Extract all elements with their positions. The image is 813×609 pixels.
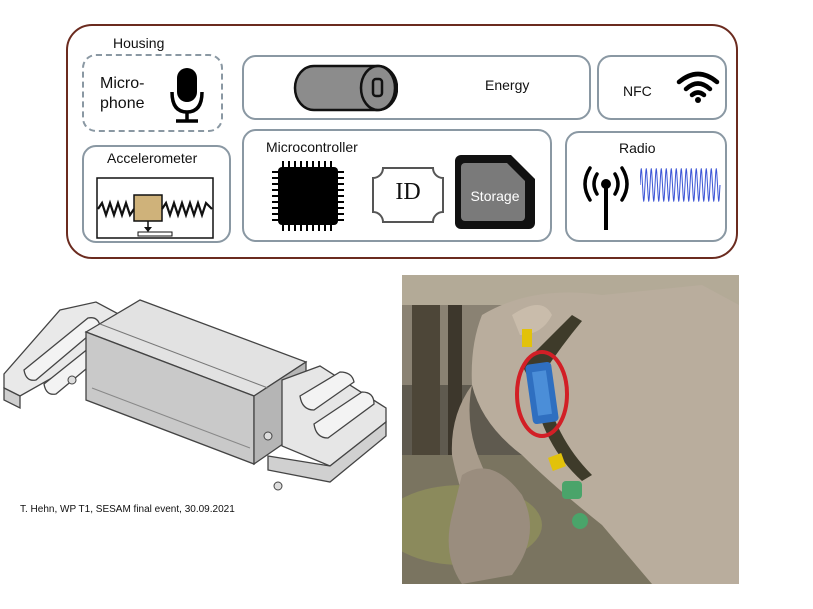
sensor-node-diagram [66, 24, 738, 259]
microphone-box [82, 54, 223, 132]
cow-photo [402, 275, 739, 584]
microphone-label-line2: phone [100, 95, 145, 112]
microphone-label: Micro- phone [100, 74, 145, 114]
microcontroller-label: Microcontroller [266, 139, 358, 155]
accelerometer-label: Accelerometer [107, 150, 198, 166]
energy-label: Energy [485, 77, 530, 93]
wifi-icon [676, 70, 720, 104]
storage-card-icon [453, 153, 537, 231]
chip-icon [270, 160, 346, 232]
microphone-icon [168, 66, 206, 124]
id-label: ID [395, 179, 421, 205]
id-badge-icon [371, 166, 445, 224]
spring-mass-icon [96, 177, 214, 239]
housing-label: Housing [113, 35, 165, 51]
nfc-label: NFC [623, 83, 652, 99]
housing-3d-render [0, 296, 395, 496]
microphone-label-line1: Micro- [100, 75, 145, 92]
antenna-icon [578, 160, 634, 232]
caption: T. Hehn, WP T1, SESAM final event, 30.09… [20, 504, 235, 515]
battery-icon [292, 63, 398, 113]
storage-label: Storage [470, 188, 520, 204]
radio-wave-icon [640, 157, 722, 213]
radio-label: Radio [619, 140, 656, 156]
